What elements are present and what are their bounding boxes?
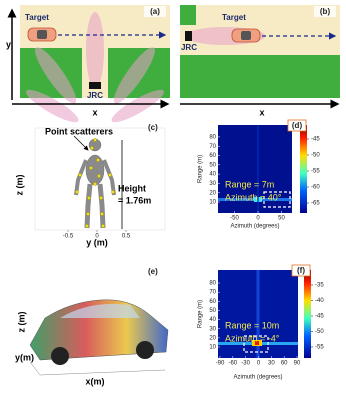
plot-frame bbox=[34, 127, 166, 231]
car-window bbox=[60, 303, 140, 318]
x-axis-label: Azimuth (degrees) bbox=[230, 224, 279, 230]
radar-icon bbox=[89, 82, 101, 89]
y-tick-label: 40 bbox=[209, 172, 216, 178]
y-tick-label: 50 bbox=[209, 308, 216, 314]
y-axis-label: Range (m) bbox=[198, 300, 204, 328]
y-tick-label: 10 bbox=[209, 200, 216, 206]
x-axis-label: x(m) bbox=[85, 376, 104, 386]
y-tick-label: 60 bbox=[209, 299, 216, 305]
y-tick-label: 80 bbox=[209, 281, 216, 287]
x-tick-label: -50 bbox=[230, 216, 239, 222]
x-tick-label: 0 bbox=[257, 361, 261, 367]
colorbar-tick-label: -45 bbox=[315, 314, 324, 320]
colorbar bbox=[300, 125, 307, 213]
panel-label: (d) bbox=[292, 121, 303, 130]
panel-label: (f) bbox=[297, 266, 305, 275]
annotation: Range = 7m bbox=[225, 179, 274, 189]
panel-e: (e) z (m) y(m) x(m) bbox=[15, 267, 169, 386]
wheel bbox=[51, 347, 69, 365]
heatmap-peak bbox=[255, 341, 259, 345]
x-tick-label: 0 bbox=[256, 216, 260, 222]
height-label: Height bbox=[118, 183, 146, 193]
target-label: Target bbox=[222, 13, 246, 22]
panel-label: (b) bbox=[320, 7, 331, 16]
car bbox=[231, 28, 261, 43]
z-axis-label: z (m) bbox=[16, 312, 26, 333]
label-box bbox=[314, 6, 336, 17]
x-tick-label: 0.5 bbox=[122, 234, 131, 240]
z-axis-label: z (m) bbox=[14, 175, 24, 196]
car bbox=[27, 27, 57, 42]
radar-icon bbox=[185, 31, 192, 41]
y-axis-label: y(m) bbox=[15, 352, 34, 362]
x-axis-label: x bbox=[92, 107, 97, 117]
y-axis-label: y (m) bbox=[86, 237, 108, 247]
height-label: = 1.76m bbox=[118, 195, 151, 205]
label-box bbox=[291, 264, 311, 277]
x-tick-label: 0 bbox=[95, 234, 99, 240]
y-tick-label: 30 bbox=[209, 181, 216, 187]
panel-label: (c) bbox=[148, 123, 158, 132]
pointer bbox=[73, 135, 89, 151]
panel-label: (e) bbox=[148, 267, 158, 276]
y-tick-label: 60 bbox=[209, 153, 216, 159]
human-figure bbox=[74, 138, 116, 229]
colorbar-tick-label: -35 bbox=[315, 283, 324, 289]
y-axis-label: y bbox=[6, 39, 11, 49]
label-box bbox=[287, 119, 307, 132]
highlight-box bbox=[263, 191, 291, 208]
axis-frame bbox=[29, 361, 166, 376]
colorbar-tick-label: -50 bbox=[315, 329, 324, 335]
highlight-box bbox=[243, 335, 269, 353]
y-tick-label: 50 bbox=[209, 162, 216, 168]
block bbox=[180, 55, 340, 98]
radar-label: JRC bbox=[87, 91, 103, 100]
x-tick-label: 30 bbox=[268, 361, 275, 367]
panel-b: Target JRC (b) x bbox=[180, 5, 340, 117]
x-tick-label: 90 bbox=[294, 361, 301, 367]
label-box bbox=[144, 6, 166, 17]
y-tick-label: 70 bbox=[209, 144, 216, 150]
colorbar-tick-label: -45 bbox=[311, 137, 320, 143]
wheel bbox=[136, 341, 154, 359]
target-label: Target bbox=[25, 13, 49, 22]
annotation: Azimuth = 40° bbox=[225, 192, 282, 202]
x-axis-label: Azimuth (degrees) bbox=[233, 375, 282, 381]
y-tick-label: 20 bbox=[209, 190, 216, 196]
y-tick-label: 30 bbox=[209, 326, 216, 332]
x-tick-label: -60 bbox=[228, 361, 237, 367]
block bbox=[180, 5, 196, 25]
x-tick-label: -90 bbox=[216, 361, 225, 367]
colorbar-tick-label: -55 bbox=[315, 345, 324, 351]
x-tick-label: -0.5 bbox=[63, 234, 74, 240]
colorbar-tick-label: -55 bbox=[311, 169, 320, 175]
panel-f: Range = 10m Azimuth = -4° (f) Range (m) … bbox=[198, 264, 311, 381]
panel-a: Target JRC (a) y x bbox=[6, 5, 170, 123]
annotation: Range = 10m bbox=[225, 320, 279, 330]
y-tick-label: 10 bbox=[209, 345, 216, 351]
x-tick-label: -30 bbox=[241, 361, 250, 367]
panel-label: (a) bbox=[150, 7, 160, 16]
x-axis-label: x bbox=[259, 107, 264, 117]
colorbar-tick-label: -65 bbox=[311, 201, 320, 207]
y-tick-label: 80 bbox=[209, 134, 216, 140]
colorbar bbox=[304, 270, 311, 358]
annotation: Azimuth = -4° bbox=[225, 333, 280, 343]
x-tick-label: 50 bbox=[278, 216, 285, 222]
y-tick-label: 70 bbox=[209, 290, 216, 296]
panel-d: Range = 7m Azimuth = 40° (d) Range (m) A… bbox=[198, 119, 307, 230]
x-tick-label: 60 bbox=[281, 361, 288, 367]
y-tick-label: 40 bbox=[209, 317, 216, 323]
title: Point scatterers bbox=[45, 126, 113, 136]
colorbar-tick-label: -40 bbox=[315, 298, 324, 304]
y-axis-label: Range (m) bbox=[198, 155, 204, 183]
scatterers bbox=[75, 138, 115, 228]
radar-label: JRC bbox=[181, 43, 197, 52]
y-tick-label: 20 bbox=[209, 335, 216, 341]
panel-c: Point scatterers Height = 1.76m (c) z (m… bbox=[14, 123, 166, 247]
colorbar-tick-label: -50 bbox=[311, 153, 320, 159]
colorbar-tick-label: -60 bbox=[311, 185, 320, 191]
beams bbox=[26, 12, 164, 123]
